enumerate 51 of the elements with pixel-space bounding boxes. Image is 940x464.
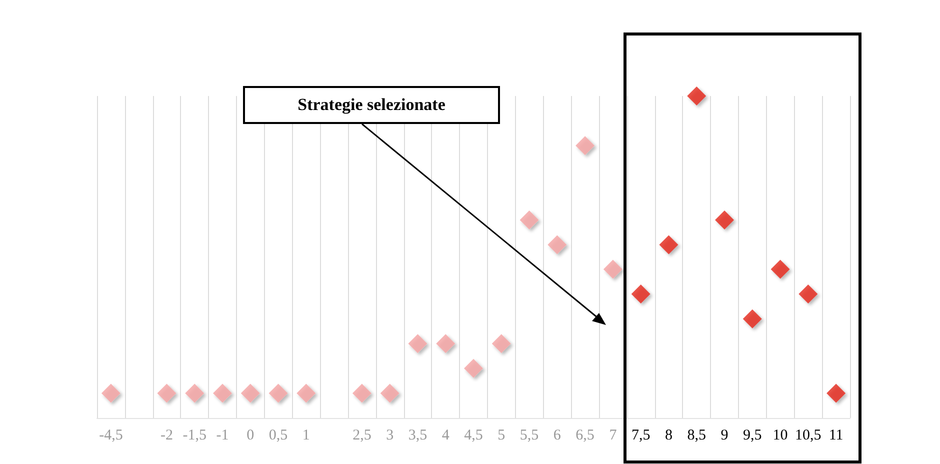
point [715,210,734,230]
x-tick-label: 6,5 [576,428,594,444]
x-tick-label: 4,5 [464,428,483,444]
x-tick-label: -2 [160,428,173,444]
point [548,235,567,254]
point [492,334,511,354]
x-tick-label: 1 [302,428,310,444]
x-tick-label: 0 [246,428,254,444]
point [436,334,456,354]
point [268,384,288,403]
x-tick-label: 6 [553,428,562,444]
point [464,358,483,378]
x-tick-label: 9 [720,428,728,444]
point [631,284,650,304]
x-tick-label: 2,5 [352,428,372,444]
x-tick-label: 5 [498,428,506,444]
x-tick-label: 11 [828,428,844,444]
x-tick-label: -1 [216,428,229,444]
note-box: Strategie selezionate [243,86,500,124]
x-tick-label: 3 [386,428,394,444]
point [101,384,120,403]
point [240,384,260,403]
point [185,384,204,403]
point [296,384,316,403]
x-tick-label: 3,5 [408,428,428,444]
point [520,210,539,230]
point [798,284,818,304]
x-tick-label: 7,5 [631,428,650,444]
point [380,384,400,403]
point [408,334,428,354]
point [213,384,232,403]
x-tick-label: 4 [442,428,450,444]
x-tick-label: 8,5 [687,428,706,444]
x-tick-label: -1,5 [182,428,206,444]
x-tick-label: 5,5 [520,428,539,444]
point [659,235,678,254]
point [742,309,762,328]
point [770,260,790,279]
point [826,384,846,403]
point [576,136,595,156]
x-tick-label: 10 [772,428,788,444]
point [687,86,706,106]
point [603,260,622,279]
x-tick-label: 10,5 [795,428,822,444]
x-tick-label: 8 [664,428,672,444]
x-tick-label: 9,5 [743,428,762,444]
x-tick-label: -4,5 [99,428,123,444]
x-tick-label: 0,5 [268,428,288,444]
point [352,384,372,403]
x-tick-label: 7 [609,428,618,444]
point [157,384,176,403]
